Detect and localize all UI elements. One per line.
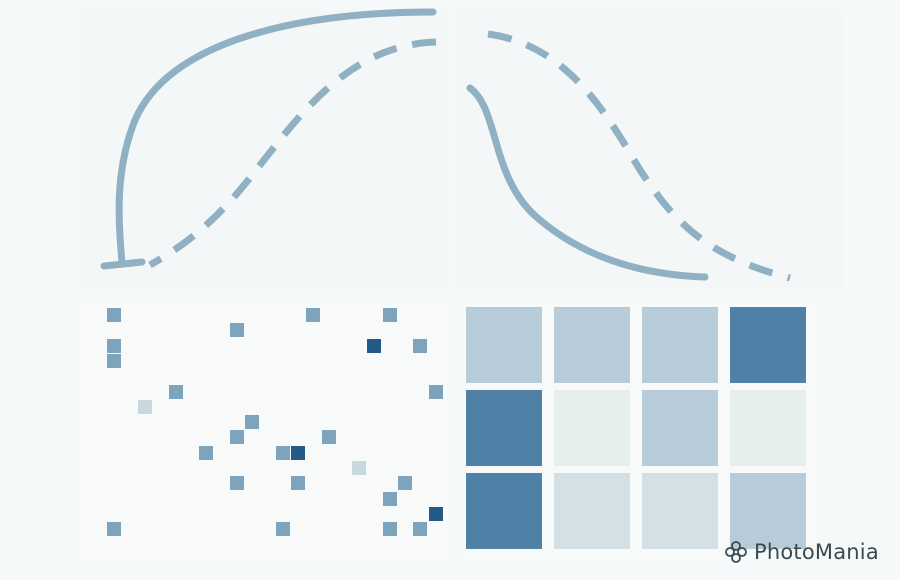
scatter-square: [367, 339, 381, 353]
arrows-layer: [100, 8, 791, 282]
matrix-cell: [730, 390, 806, 466]
scatter-panel: [80, 298, 450, 560]
watermark: PhotoMania: [724, 540, 879, 564]
scatter-square: [107, 522, 121, 536]
arrowhead: [100, 258, 146, 270]
scatter-square: [383, 522, 397, 536]
solid-arrow-right: [466, 84, 709, 281]
matrix-cell: [642, 473, 718, 549]
matrix-cell: [466, 307, 542, 383]
flower-icon: [725, 541, 747, 563]
matrix-cell: [730, 473, 806, 549]
matrix-cell: [642, 307, 718, 383]
panel-top-left: [80, 10, 450, 290]
scatter-square: [413, 522, 427, 536]
scatter-square: [169, 385, 183, 399]
matrix-cell: [554, 390, 630, 466]
scatter-square: [429, 507, 443, 521]
scatter-square: [413, 339, 427, 353]
matrix-cell: [466, 473, 542, 549]
matrix-cell: [730, 307, 806, 383]
matrix-cell: [466, 390, 542, 466]
scatter-square: [199, 446, 213, 460]
scatter-square: [107, 308, 121, 322]
scatter-square: [107, 354, 121, 368]
scatter-square: [291, 446, 305, 460]
panel-top-right: [458, 10, 843, 290]
scatter-square: [138, 400, 152, 414]
scatter-square: [352, 461, 366, 475]
scatter-square: [291, 476, 305, 490]
scatter-square: [383, 308, 397, 322]
scatter-square: [107, 339, 121, 353]
scatter-square: [276, 522, 290, 536]
solid-arrow-left: [115, 8, 437, 266]
scatter-square: [429, 385, 443, 399]
scatter-square: [398, 476, 412, 490]
dashed-arrow-right: [487, 30, 791, 282]
scatter-square: [230, 476, 244, 490]
matrix-cell: [554, 307, 630, 383]
scatter-square: [230, 323, 244, 337]
dashed-arrow-left: [148, 38, 437, 269]
matrix-cell: [554, 473, 630, 549]
scatter-square: [276, 446, 290, 460]
scatter-square: [383, 492, 397, 506]
scatter-square: [322, 430, 336, 444]
scatter-square: [230, 430, 244, 444]
matrix-cell: [642, 390, 718, 466]
scatter-square: [245, 415, 259, 429]
scatter-square: [306, 308, 320, 322]
watermark-text: PhotoMania: [754, 540, 879, 564]
